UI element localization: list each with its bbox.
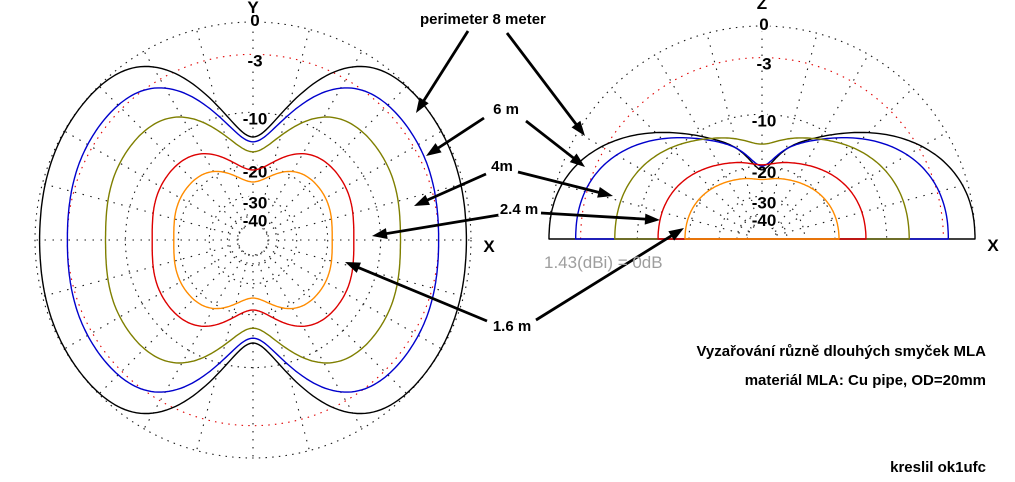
annotation-label: perimeter 8 meter bbox=[420, 11, 546, 28]
curve-perimeter-8m bbox=[38, 65, 468, 415]
ring-label--30dB: -30 bbox=[752, 193, 777, 212]
curve-perimeter-1.6m bbox=[173, 170, 333, 310]
annotation-arrow-line bbox=[420, 172, 487, 205]
ring-label--40dB: -40 bbox=[243, 211, 268, 230]
grid-spoke bbox=[260, 50, 363, 228]
grid-spoke bbox=[63, 247, 241, 350]
grid-ring--30dB bbox=[718, 195, 806, 240]
annotation-arrowhead bbox=[569, 153, 585, 167]
annotation-arrowhead bbox=[426, 143, 442, 156]
grid-ring--50dB bbox=[237, 224, 269, 256]
grid-spoke bbox=[769, 54, 869, 227]
grid-spoke bbox=[774, 132, 947, 232]
annotation-arrow-line bbox=[540, 211, 653, 221]
curve-perimeter-4m bbox=[104, 116, 402, 364]
grid-spoke bbox=[98, 85, 243, 230]
grid-ring--3dB bbox=[580, 57, 944, 240]
curve-perimeter-6m bbox=[575, 137, 949, 240]
curve-perimeter-2.4m bbox=[151, 153, 355, 327]
annotation-arrow-line bbox=[535, 231, 678, 322]
curve-perimeter-2.4m bbox=[657, 161, 867, 240]
grid-spoke bbox=[655, 54, 755, 227]
annotation-arrow-line bbox=[505, 32, 582, 131]
axis-label-x: X bbox=[483, 237, 495, 256]
grid-ring--10dB bbox=[636, 113, 888, 240]
grid-spoke bbox=[256, 29, 310, 226]
annotation-arrow-line bbox=[419, 30, 470, 107]
grid-spoke bbox=[577, 132, 750, 232]
ring-label-0dB: 0 bbox=[759, 15, 768, 34]
grid-spoke bbox=[267, 183, 464, 237]
grid-spoke bbox=[143, 50, 246, 228]
annotation-label: 4m bbox=[491, 158, 513, 175]
annotation-label: 6 m bbox=[493, 101, 519, 118]
grid-spoke bbox=[772, 87, 914, 229]
annotation-arrowhead bbox=[571, 120, 585, 136]
grid-spoke bbox=[263, 85, 408, 230]
annotation-arrowhead bbox=[668, 228, 684, 241]
axis-label-z: Z bbox=[757, 0, 767, 13]
annotation-arrowhead bbox=[414, 194, 430, 206]
grid-ring--30dB bbox=[208, 195, 298, 285]
grid-spoke bbox=[706, 33, 759, 225]
ring-label--20dB: -20 bbox=[243, 162, 268, 181]
ring-label--40dB: -40 bbox=[752, 211, 777, 230]
ring-label-0dB: 0 bbox=[250, 11, 259, 30]
annotation-arrow-line bbox=[517, 170, 606, 196]
grid-spoke bbox=[196, 29, 250, 226]
ring-label--30dB: -30 bbox=[243, 193, 268, 212]
annotation-arrowhead bbox=[597, 186, 613, 198]
annotation-arrowhead bbox=[644, 213, 660, 225]
annotation-label: 1.6 m bbox=[493, 318, 531, 335]
grid-ring--10dB bbox=[124, 111, 382, 369]
ring-label--10dB: -10 bbox=[752, 111, 777, 130]
grid-spoke bbox=[556, 183, 748, 236]
grid-spoke bbox=[196, 254, 250, 451]
ring-label--3dB: -3 bbox=[756, 55, 771, 74]
figure-title: Vyzařování různě dlouhých smyček MLA bbox=[696, 343, 986, 360]
axis-label-x: X bbox=[987, 236, 999, 255]
annotation-arrow-line bbox=[525, 119, 580, 164]
grid-ring--40dB bbox=[226, 213, 280, 267]
axis-label-y: Y bbox=[247, 0, 259, 17]
grid-spoke bbox=[42, 243, 239, 297]
grid-spoke bbox=[143, 252, 246, 430]
gain-reference-note: 1.43(dBi) = 0dB bbox=[544, 253, 663, 272]
annotation-arrow-line bbox=[351, 263, 488, 323]
radiation-pattern-YX-full: 0 -3 -10 -20 -30-40 Y X bbox=[34, 0, 497, 459]
grid-spoke bbox=[98, 250, 243, 395]
grid-spoke bbox=[267, 243, 464, 297]
grid-spoke bbox=[610, 87, 752, 229]
figure-subtitle: materiál MLA: Cu pipe, OD=20mm bbox=[744, 372, 986, 389]
ring-label--10dB: -10 bbox=[243, 109, 268, 128]
grid-spoke bbox=[256, 254, 310, 451]
grid-spoke bbox=[765, 33, 818, 225]
grid-spoke bbox=[63, 130, 241, 233]
curve-perimeter-6m bbox=[66, 87, 440, 393]
curve-perimeter-1.6m bbox=[684, 177, 840, 240]
annotation-arrowhead bbox=[372, 228, 388, 239]
grid-spoke bbox=[265, 247, 443, 350]
grid-ring-0dB bbox=[34, 21, 472, 459]
grid-ring--20dB bbox=[177, 164, 329, 316]
grid-spoke bbox=[260, 252, 363, 430]
grid-spoke bbox=[263, 250, 408, 395]
grid-spoke bbox=[42, 183, 239, 237]
credit-text: kreslil ok1ufc bbox=[890, 459, 986, 476]
annotation-arrow-line bbox=[379, 213, 500, 237]
grid-spoke bbox=[265, 130, 443, 233]
annotation-arrowhead bbox=[345, 262, 361, 273]
grid-spoke bbox=[776, 183, 968, 236]
annotations: perimeter 8 meter 6 m 4m 2.4 m 1.6 m bbox=[345, 9, 684, 337]
annotation-arrow-line bbox=[431, 116, 485, 153]
ring-label--3dB: -3 bbox=[247, 51, 262, 70]
curve-perimeter-4m bbox=[614, 137, 910, 240]
annotation-label: 2.4 m bbox=[500, 201, 538, 218]
curve-perimeter-8m bbox=[548, 131, 976, 240]
grid-ring--40dB bbox=[736, 213, 788, 240]
annotation-arrowhead bbox=[416, 97, 429, 113]
